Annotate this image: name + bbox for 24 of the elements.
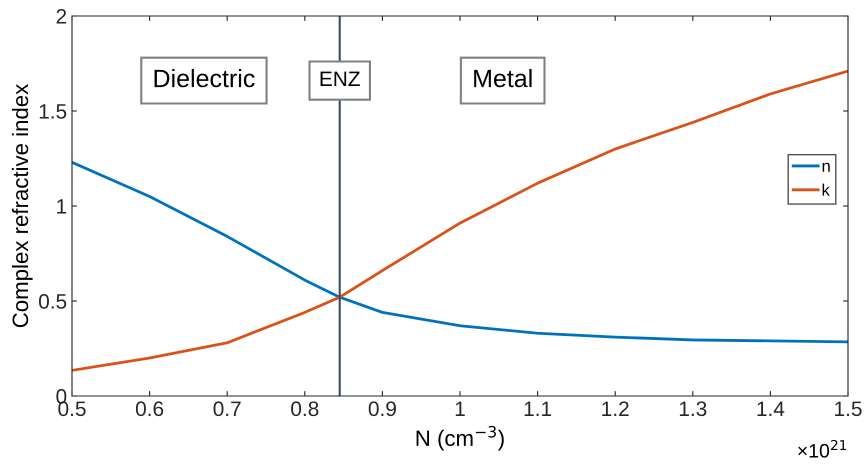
y-tick-label: 2 — [56, 9, 66, 24]
legend-label: k — [822, 184, 830, 196]
annotation: Metal — [474, 68, 532, 88]
y-tick-label: 1 — [57, 199, 66, 214]
x-tick-label: 1 — [456, 402, 465, 416]
x-tick-label: 0.9 — [368, 401, 396, 416]
x-tick-label: 0.8 — [291, 401, 318, 416]
x-tick-label: 0.7 — [214, 401, 241, 416]
annotation: Dielectric — [154, 68, 255, 88]
line-series — [72, 160, 848, 344]
x-tick-label: 1.3 — [680, 401, 706, 416]
x-axis-title: N (cm$^{−3}$) — [416, 426, 504, 450]
x-tick-label: 1.5 — [835, 402, 862, 416]
x-tick-label: 0.6 — [136, 401, 164, 416]
line-series — [72, 70, 848, 372]
y-tick-label: 0.5 — [38, 294, 66, 309]
y-axis-title: Complex refractive index — [12, 84, 33, 328]
x-tick-label: 1.2 — [602, 401, 629, 416]
y-tick-label: 1.5 — [40, 104, 66, 119]
x-tick-label: 1.4 — [758, 402, 784, 416]
annotation: ENZ — [320, 72, 360, 86]
text: ×10$^{21}$ — [798, 440, 846, 458]
x-tick-label: 1.1 — [524, 402, 552, 416]
legend-label: n — [822, 162, 830, 172]
